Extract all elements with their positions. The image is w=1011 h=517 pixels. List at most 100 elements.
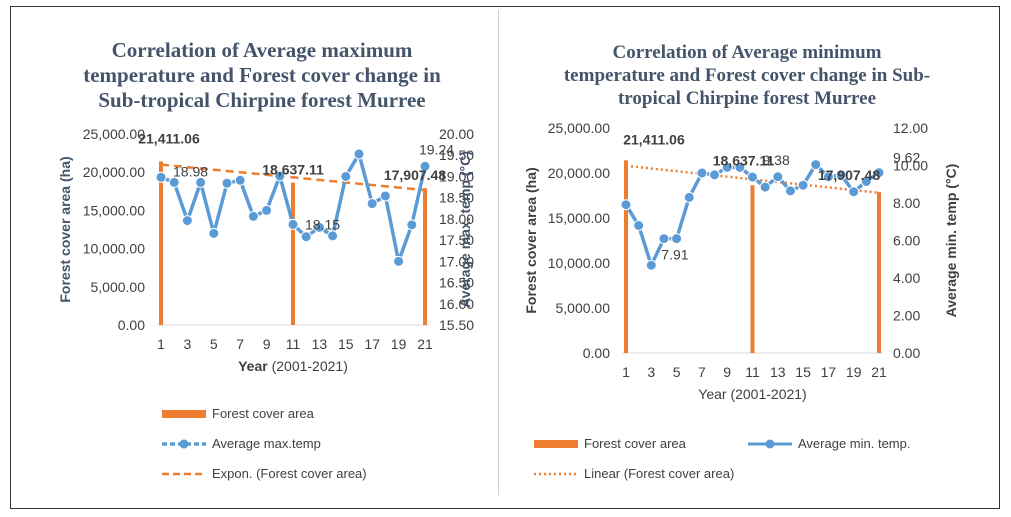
temperature-point xyxy=(234,174,246,186)
y-right-tick-label: 4.00 xyxy=(893,270,920,286)
y-left-tick-label: 25,000.00 xyxy=(548,120,610,136)
legend-label: Average min. temp. xyxy=(798,436,911,451)
temperature-point xyxy=(810,159,822,171)
x-tick-label: 17 xyxy=(821,364,837,380)
temperature-point xyxy=(696,167,708,179)
temperature-point xyxy=(181,215,193,227)
bar-value-label: 18,637.11 xyxy=(713,152,775,168)
forest-cover-bar xyxy=(750,185,755,353)
x-tick-label: 3 xyxy=(647,364,655,380)
y-left-tick-label: 20,000.00 xyxy=(83,164,145,180)
y-right-tick-label: 16.00 xyxy=(439,296,474,312)
y-left-tick-label: 0.00 xyxy=(118,317,145,333)
y-left-axis-title: Forest cover area (ha) xyxy=(57,156,73,302)
y-left-axis-title: Forest cover area (ha) xyxy=(523,167,539,313)
temperature-point xyxy=(379,190,391,202)
forest-cover-bar xyxy=(624,160,628,353)
x-tick-label: 19 xyxy=(391,336,407,352)
panel-divider xyxy=(498,10,499,495)
bar-value-label: 17,907.48 xyxy=(384,167,446,183)
x-tick-label: 3 xyxy=(184,336,192,352)
temperature-point xyxy=(313,221,325,233)
x-axis-title-rest: (2001-2021) xyxy=(268,358,348,374)
y-left-tick-label: 0.00 xyxy=(583,345,610,361)
x-tick-label: 11 xyxy=(745,364,760,380)
legend-item-linear-trend: Linear (Forest cover area) xyxy=(532,466,734,481)
temperature-point xyxy=(633,220,645,231)
temperature-point xyxy=(353,148,365,160)
temperature-point xyxy=(406,219,418,231)
temperature-point xyxy=(683,191,695,203)
x-tick-label: 1 xyxy=(622,364,630,380)
y-left-tick-label: 25,000.00 xyxy=(83,126,145,142)
x-tick-label: 7 xyxy=(698,364,706,380)
temperature-point xyxy=(300,231,312,243)
temperature-value-label: 9.62 xyxy=(893,150,920,166)
y-right-tick-label: 17.00 xyxy=(439,253,474,269)
temperature-point xyxy=(734,161,746,173)
y-right-axis-title: Average max. temp (°C) xyxy=(457,151,473,308)
bar-value-label: 18,637.11 xyxy=(262,162,324,178)
y-left-tick-label: 10,000.00 xyxy=(548,255,610,271)
y-right-tick-label: 2.00 xyxy=(893,308,920,324)
temperature-point xyxy=(287,218,299,230)
forest-cover-bar xyxy=(159,161,163,325)
temperature-point xyxy=(784,185,796,197)
x-tick-label: 11 xyxy=(286,336,301,352)
x-tick-label: 13 xyxy=(312,336,328,352)
bar-value-label: 21,411.06 xyxy=(138,130,200,146)
legend-line-marker-icon xyxy=(748,439,792,448)
y-right-tick-label: 6.00 xyxy=(893,233,920,249)
x-tick-label: 5 xyxy=(673,364,681,380)
chart-title-line-2: temperature and Forest cover change in xyxy=(83,63,441,87)
legend-label: Forest cover area xyxy=(584,436,686,451)
bar-value-label: 21,411.06 xyxy=(623,131,685,147)
y-left-tick-label: 20,000.00 xyxy=(548,165,610,181)
temperature-point xyxy=(759,181,771,193)
temperature-point xyxy=(419,160,431,172)
legend-label: Expon. (Forest cover area) xyxy=(212,466,367,481)
temperature-point xyxy=(797,179,809,191)
chart-title: Correlation of Average maximum temperatu… xyxy=(28,38,496,113)
chart-title-line-3: Sub-tropical Chirpine forest Murree xyxy=(98,88,426,112)
temperature-point xyxy=(873,167,885,179)
temperature-point xyxy=(709,169,721,181)
legend-item-avg-min-temp: Average min. temp. xyxy=(746,436,910,451)
y-right-tick-label: 19.00 xyxy=(439,168,474,184)
y-right-tick-label: 16.50 xyxy=(439,275,474,291)
x-axis-title: Year (2001-2021) xyxy=(238,358,348,374)
temperature-point xyxy=(168,176,180,188)
chart-title-line-2: temperature and Forest cover change in S… xyxy=(563,65,931,86)
temperature-point xyxy=(645,259,657,271)
y-right-tick-label: 19.50 xyxy=(439,147,474,163)
x-tick-label: 17 xyxy=(364,336,380,352)
forest-cover-bar xyxy=(291,182,295,325)
temperature-point xyxy=(247,210,259,222)
x-tick-label: 1 xyxy=(157,336,165,352)
y-right-tick-label: 18.50 xyxy=(439,190,474,206)
temperature-point xyxy=(195,176,207,188)
temperature-point xyxy=(671,233,683,245)
chart-title-line-1: Correlation of Average minimum xyxy=(612,42,882,63)
temperature-point xyxy=(327,230,339,242)
temperature-point xyxy=(620,199,632,211)
legend-bar-swatch-icon xyxy=(162,409,206,418)
temperature-point xyxy=(155,171,167,183)
temperature-point xyxy=(848,186,860,198)
temperature-value-label: 18.15 xyxy=(305,216,340,232)
y-right-axis-title: Average min. temp (°C) xyxy=(943,164,959,318)
temperature-point xyxy=(721,161,733,173)
temperature-point xyxy=(366,198,378,210)
y-right-tick-label: 17.50 xyxy=(439,232,474,248)
figure-frame xyxy=(10,6,1000,509)
bar-value-label: 17,907.48 xyxy=(818,167,880,183)
y-left-tick-label: 15,000.00 xyxy=(548,210,610,226)
legend-label: Average max.temp xyxy=(212,436,321,451)
legend-line-marker-icon xyxy=(162,439,206,448)
x-tick-label: 7 xyxy=(236,336,244,352)
x-tick-label: 21 xyxy=(871,364,887,380)
y-right-tick-label: 8.00 xyxy=(893,195,920,211)
x-tick-label: 9 xyxy=(723,364,731,380)
y-left-tick-label: 15,000.00 xyxy=(83,202,145,218)
legend-item-forest-cover: Forest cover area xyxy=(532,436,686,451)
